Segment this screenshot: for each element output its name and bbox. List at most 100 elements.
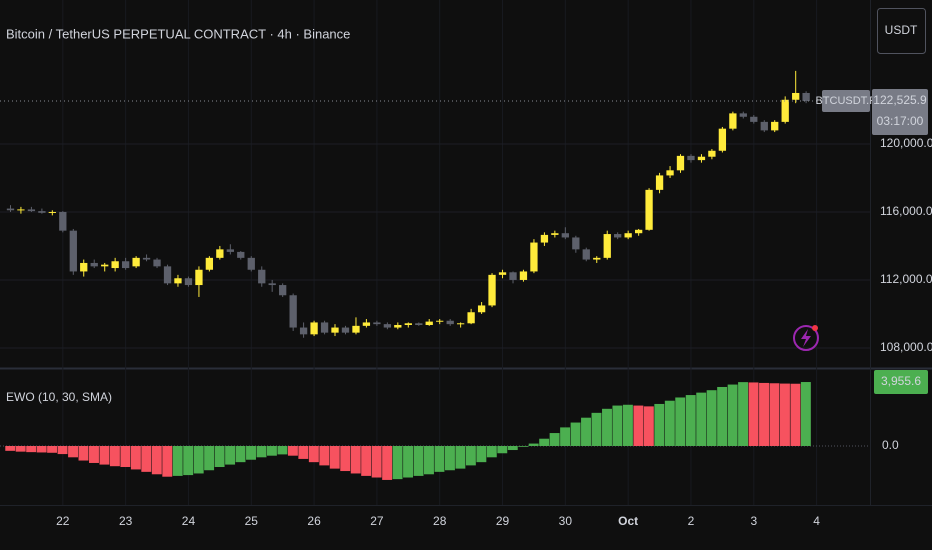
candle-body (404, 323, 412, 325)
candle-body (467, 312, 475, 324)
histogram-bar (675, 397, 686, 446)
candle-body (530, 242, 538, 272)
candle-body (226, 249, 234, 252)
candle-body (551, 233, 559, 235)
histogram-bar (68, 445, 79, 458)
candle-body (676, 155, 685, 171)
countdown-label: 03:17:00 (877, 114, 924, 128)
histogram-bar (476, 445, 487, 463)
candle-body (655, 175, 664, 190)
histogram-bar (15, 445, 26, 452)
histogram-bar (602, 408, 612, 446)
histogram-bar (748, 382, 759, 446)
histogram-bar (654, 403, 665, 446)
candle-body (477, 305, 486, 313)
x-tick-label: 26 (307, 514, 321, 528)
histogram-bar (403, 445, 414, 478)
histogram-bar (329, 445, 340, 469)
candle-body (80, 262, 88, 272)
candle-body (582, 249, 590, 260)
candle-body (48, 211, 56, 213)
histogram-bar (633, 405, 644, 446)
candle-body (111, 261, 119, 269)
candle-body (425, 321, 433, 325)
marks (0, 70, 870, 480)
candle-body (771, 121, 779, 131)
candle-body (341, 327, 350, 333)
histogram-bar (350, 445, 361, 474)
candle-body (446, 320, 454, 325)
candle-body (289, 295, 297, 328)
histogram-bar (308, 445, 319, 463)
y-tick-label: 108,000.0 (880, 340, 932, 354)
histogram-bar (800, 382, 811, 446)
candle-body (436, 320, 444, 322)
histogram-bar (109, 445, 120, 467)
histogram-bar (643, 406, 654, 446)
histogram-bar (486, 445, 497, 458)
candle-body (27, 209, 36, 212)
histogram-bar (193, 445, 204, 474)
histogram-bar (151, 445, 162, 475)
candle-body (540, 234, 549, 243)
candle-body (59, 211, 67, 231)
histogram-bar (382, 445, 393, 480)
candle-body (624, 233, 632, 238)
candle-body (247, 257, 255, 270)
candle-body (509, 272, 517, 280)
histogram-bar (507, 445, 518, 451)
candle-body (708, 150, 716, 157)
currency-button[interactable]: USDT (877, 8, 926, 54)
candle-body (697, 156, 706, 161)
alert-ring[interactable] (793, 325, 819, 351)
histogram-bar (99, 445, 110, 465)
candle-body (163, 266, 172, 284)
candle-body (498, 272, 507, 275)
histogram-bar (130, 445, 141, 470)
histogram-bar (518, 445, 529, 447)
alert-icon[interactable] (793, 325, 819, 351)
x-tick-label: Oct (618, 514, 638, 528)
histogram-bar (183, 445, 194, 476)
candle-body (90, 262, 98, 267)
histogram-bar (424, 445, 434, 475)
histogram-bar (581, 417, 591, 446)
candle-body (750, 116, 758, 122)
histogram-bar (57, 445, 68, 455)
histogram-bar (235, 445, 246, 463)
candle-body (519, 271, 528, 280)
candle-body (101, 264, 109, 267)
histogram-bar (120, 445, 131, 468)
histogram-bar (141, 445, 152, 472)
histogram-bar (706, 390, 717, 446)
histogram-bar (497, 445, 508, 454)
alert-bolt[interactable] (801, 329, 811, 347)
candle-body (666, 170, 674, 176)
candle-body (792, 92, 800, 100)
histogram-bar (256, 445, 267, 458)
histogram-bar (36, 445, 47, 453)
candle-body (352, 325, 360, 333)
histogram-bar (560, 427, 571, 446)
y-tick-label: 120,000.0 (880, 136, 932, 150)
last-price-label: 122,525.9 (873, 93, 927, 107)
histogram-bar (455, 445, 466, 469)
currency-label[interactable]: USDT (885, 23, 918, 37)
histogram-bar (266, 445, 277, 456)
histogram-bar (287, 445, 298, 456)
currency-button-frame[interactable] (877, 8, 926, 54)
histogram-bar (539, 438, 550, 446)
x-tick-label: 3 (750, 514, 757, 528)
candle-body (69, 230, 77, 272)
x-tick-label: 28 (433, 514, 447, 528)
histogram-bar (769, 383, 780, 446)
candle-body (121, 261, 130, 269)
x-tick-label: 29 (496, 514, 510, 528)
y-tick-label: 112,000.0 (880, 272, 932, 286)
histogram-bar (591, 412, 602, 446)
candle-body (362, 322, 371, 326)
histogram-bar (434, 445, 445, 472)
candle-body (373, 322, 381, 325)
alert-dot[interactable] (812, 325, 818, 331)
